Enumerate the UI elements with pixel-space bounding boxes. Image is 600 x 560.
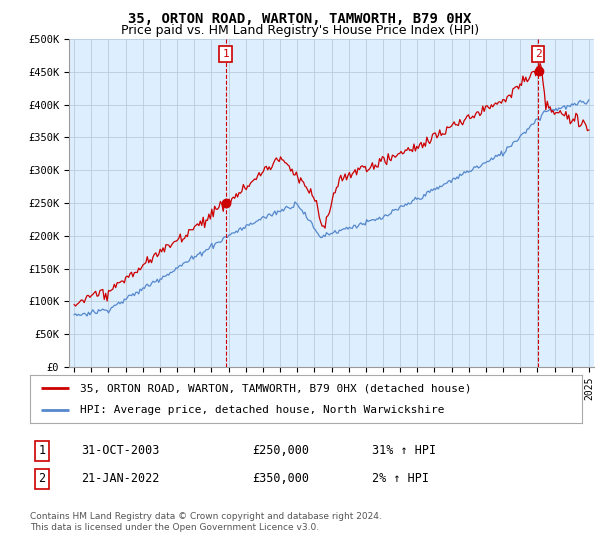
Text: 21-JAN-2022: 21-JAN-2022 — [81, 472, 160, 486]
Text: Contains HM Land Registry data © Crown copyright and database right 2024.
This d: Contains HM Land Registry data © Crown c… — [30, 512, 382, 532]
Text: 2% ↑ HPI: 2% ↑ HPI — [372, 472, 429, 486]
Text: 31% ↑ HPI: 31% ↑ HPI — [372, 444, 436, 458]
Text: 2: 2 — [535, 49, 542, 59]
Text: 35, ORTON ROAD, WARTON, TAMWORTH, B79 0HX (detached house): 35, ORTON ROAD, WARTON, TAMWORTH, B79 0H… — [80, 383, 471, 393]
Text: £250,000: £250,000 — [252, 444, 309, 458]
Text: Price paid vs. HM Land Registry's House Price Index (HPI): Price paid vs. HM Land Registry's House … — [121, 24, 479, 36]
Text: £350,000: £350,000 — [252, 472, 309, 486]
Text: HPI: Average price, detached house, North Warwickshire: HPI: Average price, detached house, Nort… — [80, 405, 444, 415]
Text: 1: 1 — [38, 444, 46, 458]
Text: 31-OCT-2003: 31-OCT-2003 — [81, 444, 160, 458]
Text: 35, ORTON ROAD, WARTON, TAMWORTH, B79 0HX: 35, ORTON ROAD, WARTON, TAMWORTH, B79 0H… — [128, 12, 472, 26]
Text: 2: 2 — [38, 472, 46, 486]
Text: 1: 1 — [222, 49, 229, 59]
